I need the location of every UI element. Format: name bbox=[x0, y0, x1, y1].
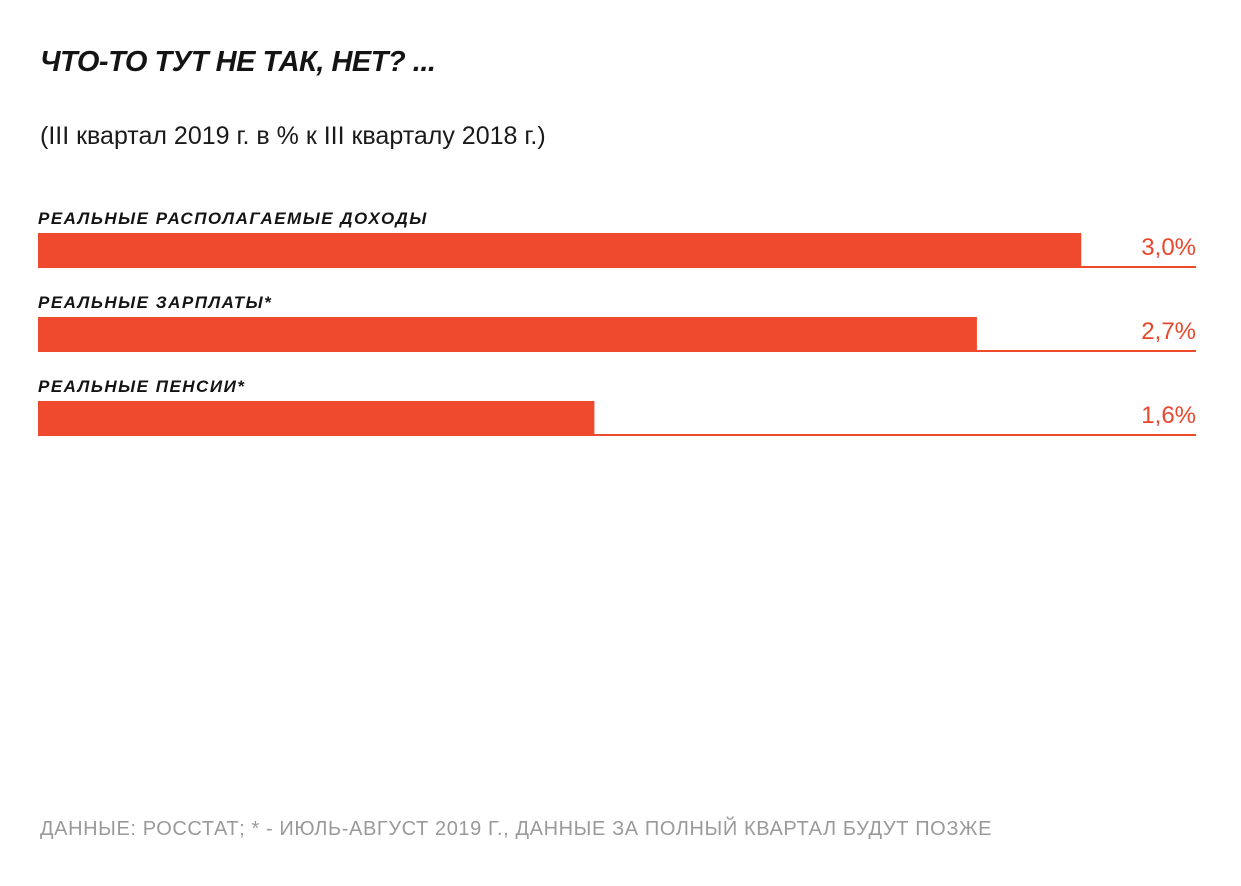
chart-subtitle: (III квартал 2019 г. в % к III кварталу … bbox=[40, 122, 546, 150]
bar-chart-svg: РЕАЛЬНЫЕ РАСПОЛАГАЕМЫЕ ДОХОДЫ 3,0% РЕАЛЬНЫ… bbox=[38, 209, 1196, 436]
bar-baseline bbox=[38, 434, 1196, 436]
bar-chart: РЕАЛЬНЫЕ РАСПОЛАГАЕМЫЕ ДОХОДЫ 3,0% РЕАЛЬНЫ… bbox=[38, 200, 1198, 460]
bar bbox=[38, 317, 977, 352]
category-label: РЕАЛЬНЫЕ ПЕНСИИ* bbox=[38, 377, 245, 396]
category-label: РЕАЛЬНЫЕ РАСПОЛАГАЕМЫЕ ДОХОДЫ bbox=[38, 209, 428, 228]
value-label: 2,7% bbox=[1141, 318, 1196, 345]
source-note: ДАННЫЕ: РОССТАТ; * - ИЮЛЬ-АВГУСТ 2019 Г.… bbox=[40, 818, 993, 840]
chart-title: ЧТО-ТО ТУТ НЕ ТАК, НЕТ? ... bbox=[40, 46, 436, 78]
value-label: 3,0% bbox=[1141, 234, 1196, 261]
bar bbox=[38, 233, 1082, 268]
category-label: РЕАЛЬНЫЕ ЗАРПЛАТЫ* bbox=[38, 293, 272, 312]
value-label: 1,6% bbox=[1141, 402, 1196, 429]
bar bbox=[38, 401, 595, 436]
